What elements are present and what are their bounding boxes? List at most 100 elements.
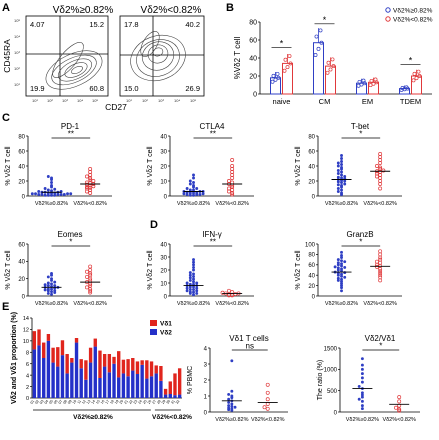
data-point — [360, 393, 364, 397]
y-tick-label: 500 — [327, 389, 338, 395]
y-tick-label: 80 — [18, 134, 25, 140]
data-point — [62, 193, 66, 196]
category-label: 24 — [137, 399, 143, 405]
data-point — [50, 282, 53, 286]
data-point — [43, 288, 47, 292]
data-point — [378, 165, 383, 170]
category-label: 06 — [53, 399, 59, 405]
data-point — [88, 283, 93, 288]
chart-title: IFN-γ — [202, 230, 222, 239]
y-tick-label: 0 — [253, 92, 257, 99]
bar-vd2 — [42, 358, 46, 398]
category-label: 23 — [133, 399, 139, 405]
flow-tick-y-5: 10⁵ — [14, 18, 20, 23]
data-point — [233, 292, 238, 296]
flow-ticks: 10¹ 10² 10³ 10⁴ 10⁵ 10¹ 10² 10³ 10⁴ 10⁵ … — [14, 18, 196, 103]
data-point — [188, 290, 192, 294]
sig-marker: * — [359, 238, 362, 247]
data-point — [336, 261, 340, 265]
bar-vd1 — [51, 347, 55, 363]
data-point — [88, 177, 93, 182]
chart-title: Eomes — [58, 230, 83, 239]
bar-vd2 — [46, 340, 51, 398]
bar-vd1 — [168, 381, 172, 394]
category-label: 29 — [161, 399, 167, 405]
y-tick-label: 1000 — [324, 368, 338, 374]
data-point — [50, 290, 53, 294]
data-point — [343, 271, 347, 275]
data-point — [270, 79, 275, 84]
data-point — [37, 190, 41, 193]
data-point — [360, 399, 364, 403]
data-point — [188, 285, 192, 289]
flow-tick-x2-2: 10² — [142, 98, 148, 103]
data-point — [336, 169, 340, 172]
bar-vd2 — [70, 362, 74, 398]
data-point — [198, 193, 202, 196]
quadrant-lr-2: 26.9 — [185, 84, 200, 93]
data-point — [227, 400, 231, 404]
y-tick-label: 10 — [160, 281, 167, 287]
data-point — [88, 273, 93, 278]
data-point — [192, 193, 195, 197]
bar-vd2 — [163, 394, 168, 398]
data-point — [318, 28, 323, 33]
data-point — [394, 405, 398, 410]
data-point — [336, 276, 340, 280]
data-point — [227, 406, 231, 410]
data-point — [53, 280, 57, 284]
chart-pd1: PD-1 0 20 40 60 80 % Vδ2 T cell Vδ2%≥0.82% Vδ2%<… — [5, 122, 112, 207]
data-point — [282, 68, 287, 73]
data-point — [340, 188, 343, 192]
data-point — [336, 263, 340, 267]
bar-vd1 — [154, 365, 158, 374]
y-tick-label: 60 — [308, 263, 315, 269]
data-point — [328, 67, 333, 72]
legend-marker — [385, 7, 391, 13]
data-point — [46, 175, 50, 178]
y-tick-label: 40 — [308, 164, 315, 170]
data-point — [227, 186, 231, 191]
flow-tick-x-2: 10² — [47, 98, 53, 103]
group-label: Vδ2%<0.82% — [363, 301, 397, 307]
data-point — [360, 376, 364, 380]
data-point — [371, 81, 376, 86]
data-point — [230, 389, 234, 393]
category-label: EM — [362, 97, 373, 106]
data-point — [46, 281, 50, 285]
bar-vd1 — [107, 354, 112, 373]
data-point — [53, 193, 57, 197]
data-point — [265, 382, 270, 387]
data-point — [185, 286, 189, 290]
category-label: 13 — [86, 399, 92, 405]
bar-vd1 — [159, 366, 163, 381]
group-label: Vδ2%≥0.82% — [325, 301, 358, 307]
bar-vd1 — [84, 360, 88, 380]
bar-vd2 — [79, 368, 83, 398]
contour-plot-1 — [45, 42, 103, 90]
data-point — [340, 154, 343, 157]
data-point — [85, 285, 89, 290]
data-point — [50, 193, 53, 197]
data-point — [336, 175, 340, 179]
data-point — [192, 290, 195, 294]
data-point — [381, 168, 386, 173]
data-point — [325, 70, 330, 75]
bar-vd1 — [65, 354, 69, 374]
bar-vd2 — [32, 349, 37, 398]
y-tick-label: 0 — [164, 194, 168, 200]
group-label: Vδ2%<0.82% — [73, 301, 107, 307]
y-tick-label: 10 — [160, 179, 167, 185]
data-point — [53, 284, 57, 288]
data-point — [411, 78, 416, 83]
category-label: 08 — [62, 399, 68, 405]
data-point — [262, 405, 267, 410]
quadrant-ur-1: 15.2 — [89, 20, 104, 29]
data-point — [378, 260, 383, 265]
chart-tbet: T-bet 0 20 40 60 80 % Vδ2 T cell Vδ2%≥0.82% Vδ2%… — [295, 122, 402, 207]
group-label: Vδ2%<0.82% — [363, 201, 397, 207]
data-point — [192, 188, 195, 192]
data-point — [185, 187, 189, 190]
bar-vd2 — [93, 346, 97, 398]
group-label: Vδ2%≥0.82% — [346, 417, 379, 423]
